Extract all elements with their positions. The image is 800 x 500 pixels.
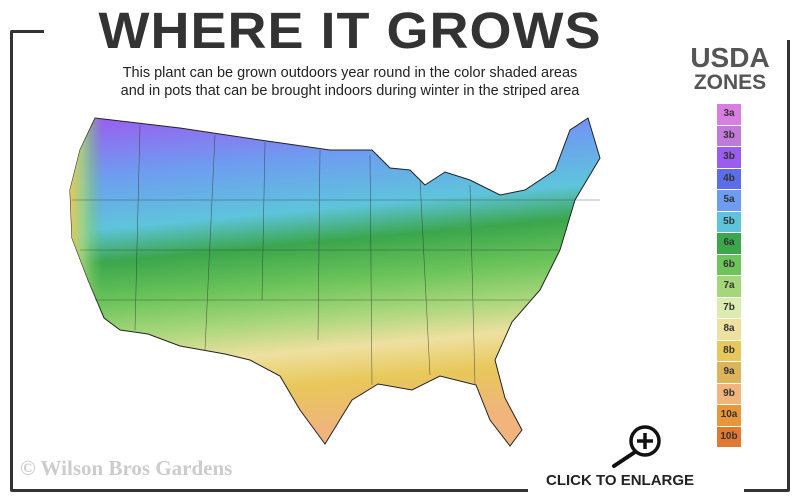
watermark: © Wilson Bros Gardens [20, 456, 233, 480]
click-to-enlarge-button[interactable]: CLICK TO ENLARGE [546, 472, 695, 489]
legend-zone-3b: 3b [717, 125, 741, 146]
legend-zone-8b: 8b [717, 340, 741, 361]
legend-zone-7a: 7a [717, 276, 741, 297]
subtitle-line-1: This plant can be grown outdoors year ro… [122, 65, 578, 81]
legend-zone-10b: 10b [717, 426, 741, 447]
legend-zone-3b: 3b [717, 147, 741, 168]
legend-zone-7b: 7b [717, 297, 741, 318]
legend-title: USDA ZONES [680, 44, 780, 94]
legend-zone-5a: 5a [717, 190, 741, 211]
page-title: WHERE IT GROWS [98, 2, 602, 60]
legend-zone-3a: 3a [717, 104, 741, 125]
legend-zone-5b: 5b [717, 211, 741, 232]
legend-title-line-1: USDA [690, 42, 770, 73]
legend-zone-4b: 4b [717, 168, 741, 189]
subtitle-line-2: and in pots that can be brought indoors … [120, 83, 580, 99]
zone-legend: 3a 3b 3b 4b 5a 5b 6a 6b 7a 7b 8a 8b 9a 9b 10a 10b [717, 104, 741, 448]
legend-zone-8a: 8a [717, 319, 741, 340]
legend-title-line-2: ZONES [693, 71, 767, 94]
legend-zone-9b: 9b [717, 383, 741, 404]
subtitle: This plant can be grown outdoors year ro… [40, 64, 660, 100]
legend-zone-9a: 9a [717, 362, 741, 383]
magnify-plus-icon[interactable] [608, 424, 666, 470]
legend-zone-6a: 6a [717, 233, 741, 254]
legend-zone-10a: 10a [717, 405, 741, 426]
legend-zone-6b: 6b [717, 254, 741, 275]
usda-zone-map[interactable] [55, 105, 615, 455]
